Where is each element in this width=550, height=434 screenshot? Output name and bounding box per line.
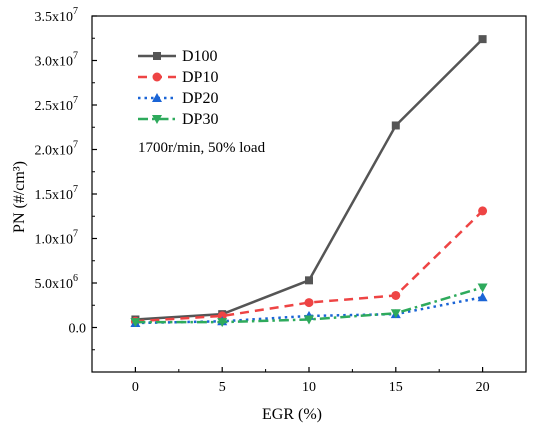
data-point-dp30-5 [217,318,228,328]
data-point-dp30-0 [130,318,141,328]
data-point-dp20-20 [477,292,488,302]
data-point-d100-20 [478,35,487,44]
y-tick-label-0: 0.0 [69,322,87,337]
data-point-dp10-20 [478,206,488,216]
legend-marker-dp10 [152,72,162,82]
y-tick-label-4: 2.0x107 [35,140,79,159]
condition-annotation: 1700r/min, 50% load [138,140,266,156]
series-marks [130,35,488,328]
y-tick-label-2: 1.0x107 [35,229,79,248]
data-point-d100-10 [305,276,313,285]
x-tick-label-5: 5 [219,380,226,395]
series-line-dp10 [135,210,484,323]
axes: 0 5 10 15 20 0.0 5.0x106 1.0x107 1.5x107 2.0x107 2… [35,6,527,395]
legend: D100 DP10 DP20 DP30 [138,48,218,128]
x-axis-label: EGR (%) [262,406,322,423]
x-tick-label-10: 10 [302,380,316,395]
legend-label-dp10: DP10 [182,69,218,86]
legend-label-d100: D100 [182,48,218,65]
data-point-dp10-15 [391,290,401,300]
legend-marker-dp30 [152,115,162,124]
data-point-dp30-10 [304,315,314,325]
legend-label-dp30: DP30 [182,111,218,128]
legend-marker-d100 [153,52,161,60]
x-tick-label-20: 20 [476,380,490,395]
data-point-dp30-20 [477,283,488,293]
y-tick-label-3: 1.5x107 [35,184,79,203]
y-tick-label-6: 3.0x107 [35,51,79,70]
legend-marker-dp20 [152,93,162,102]
y-tick-label-5: 2.5x107 [35,95,79,114]
x-tick-label-0: 0 [132,380,139,395]
legend-label-dp20: DP20 [182,90,218,107]
data-point-d100-15 [391,121,400,130]
data-point-dp10-10 [304,298,314,308]
y-axis-label: PN (#/cm³) [11,161,28,233]
x-tick-label-15: 15 [389,380,403,395]
y-tick-label-1: 5.0x106 [35,273,79,292]
data-point-dp30-15 [390,309,401,319]
y-tick-label-7: 3.5x107 [35,6,79,25]
